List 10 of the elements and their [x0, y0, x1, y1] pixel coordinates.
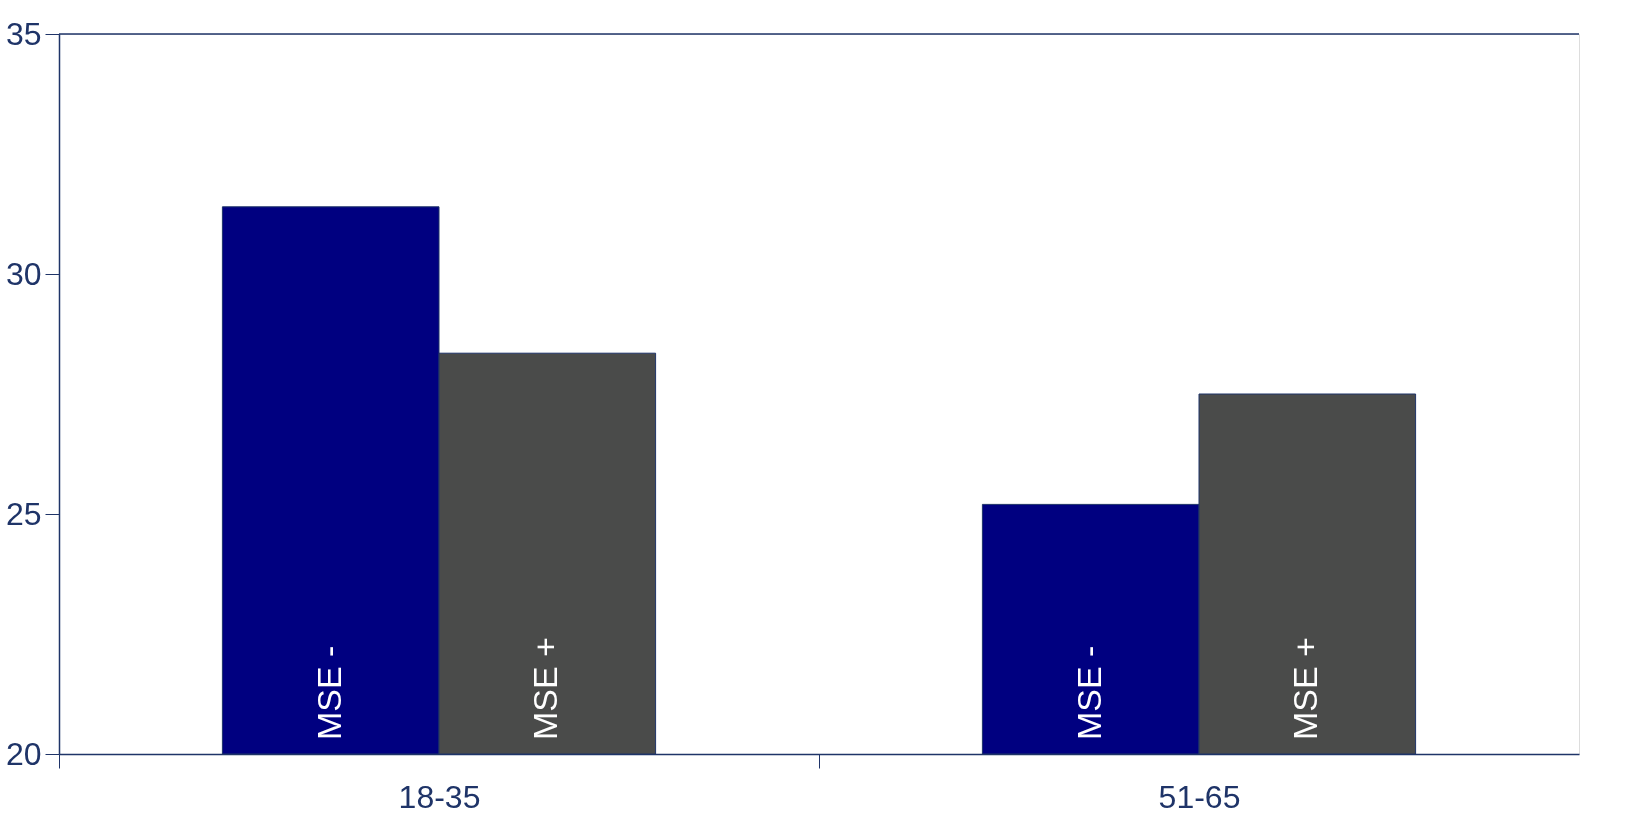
y-tick-label: 35 [5, 15, 42, 52]
y-tick-label: 20 [5, 735, 42, 772]
x-tick-label: 51-65 [1158, 778, 1241, 815]
series-label: MSE + [526, 637, 565, 740]
text: MSE + [1286, 637, 1325, 740]
series-label: MSE - [309, 645, 348, 740]
text: MSE - [1069, 645, 1108, 740]
y-tick-label: 30 [5, 255, 42, 292]
y-tick-label: 25 [5, 495, 42, 532]
x-tick-label: 18-35 [398, 778, 481, 815]
